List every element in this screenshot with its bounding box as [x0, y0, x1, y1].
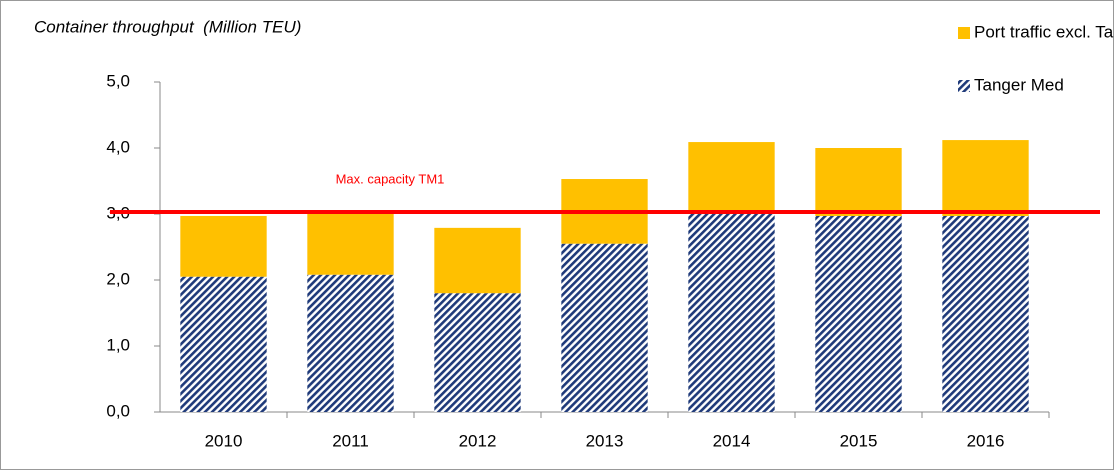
y-tick-label: 0,0: [106, 401, 130, 420]
x-tick-label: 2015: [840, 431, 878, 450]
y-tick-label: 4,0: [106, 137, 130, 156]
y-tick-label: 1,0: [106, 335, 130, 354]
legend-swatch: [958, 80, 970, 92]
legend-label: Tanger Med: [974, 75, 1064, 94]
bar-segment: [942, 215, 1029, 412]
bar-segment: [434, 227, 521, 294]
y-tick-label: 5,0: [106, 71, 130, 90]
bar-segment: [180, 215, 267, 277]
x-tick-label: 2014: [713, 431, 751, 450]
y-tick-label: 2,0: [106, 269, 130, 288]
x-tick-label: 2010: [205, 431, 243, 450]
bar-segment: [307, 274, 394, 412]
legend-swatch: [958, 27, 970, 39]
bar-segment: [434, 293, 521, 412]
x-tick-label: 2012: [459, 431, 497, 450]
bar-segment: [561, 243, 648, 412]
bar-segment: [815, 148, 902, 216]
bar-segment: [688, 212, 775, 412]
bar-segment: [307, 212, 394, 275]
chart-title: Container throughput (Million TEU): [34, 17, 301, 36]
x-tick-label: 2016: [967, 431, 1005, 450]
bar-segment: [815, 215, 902, 412]
bar-segment: [688, 142, 775, 213]
legend-label: Port traffic excl. Tanger Med: [974, 22, 1114, 41]
x-tick-label: 2011: [332, 431, 369, 450]
capacity-label: Max. capacity TM1: [336, 171, 445, 186]
bar-segment: [942, 140, 1029, 216]
bar-segment: [180, 276, 267, 412]
x-tick-label: 2013: [586, 431, 624, 450]
